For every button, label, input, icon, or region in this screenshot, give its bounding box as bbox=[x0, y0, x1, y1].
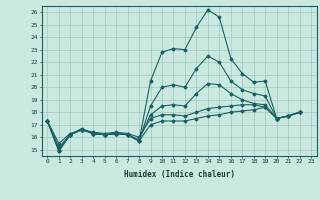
X-axis label: Humidex (Indice chaleur): Humidex (Indice chaleur) bbox=[124, 170, 235, 179]
